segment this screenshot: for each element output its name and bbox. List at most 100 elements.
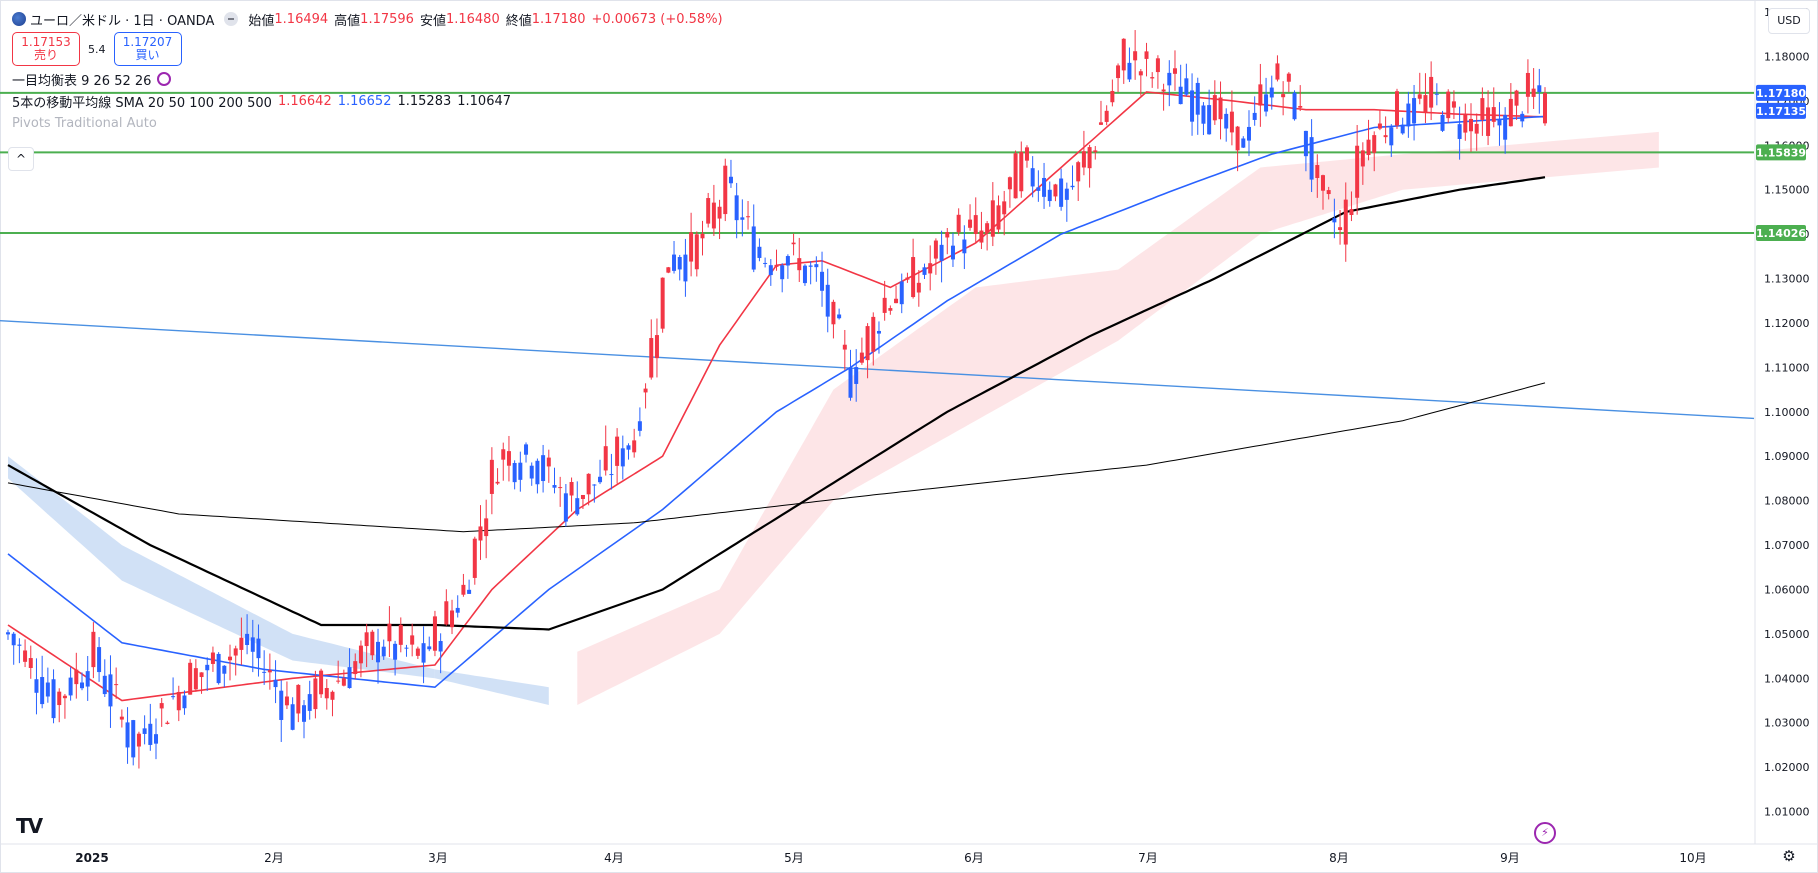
candle <box>717 199 722 240</box>
candle-body <box>1537 85 1542 92</box>
candle-body <box>814 264 819 268</box>
ichimoku-row[interactable]: 一目均衡表 9 26 52 26 <box>12 68 723 90</box>
candle <box>1480 87 1485 136</box>
candle-body <box>1024 147 1029 161</box>
candle <box>1047 181 1052 207</box>
candle-body <box>159 703 164 709</box>
ma-row[interactable]: 5本の移動平均線 SMA 20 50 100 200 500 1.16642 1… <box>12 90 723 112</box>
candle <box>694 231 699 277</box>
candle <box>501 442 506 481</box>
candle <box>1104 105 1109 126</box>
candle-body <box>1264 94 1269 112</box>
candle <box>592 484 597 503</box>
candle-body <box>1059 178 1064 207</box>
candle-body <box>1320 175 1325 191</box>
candle-body <box>6 632 10 635</box>
pivots-row[interactable]: Pivots Traditional Auto <box>12 112 723 134</box>
candle <box>1400 117 1405 135</box>
candle-body <box>1036 187 1041 191</box>
settings-gear-icon[interactable]: ⚙ <box>1782 847 1796 865</box>
lightning-icon[interactable]: ⚡ <box>1534 822 1556 844</box>
candle <box>142 715 147 745</box>
candle <box>700 220 705 256</box>
candle <box>854 349 859 402</box>
candle-body <box>142 728 147 734</box>
candle <box>1332 198 1337 239</box>
candle <box>1241 136 1246 149</box>
candle-body <box>165 722 170 724</box>
tradingview-logo[interactable]: TV <box>16 814 43 838</box>
candle-body <box>154 734 159 744</box>
candle <box>1446 89 1451 123</box>
buy-button[interactable]: 1.17207 買い <box>113 32 182 66</box>
candle-body <box>552 485 557 488</box>
candle <box>1195 77 1200 135</box>
candle <box>1252 96 1257 126</box>
candle <box>928 245 933 291</box>
collapse-legend-button[interactable]: ^ <box>8 147 34 171</box>
candle <box>780 263 785 293</box>
candle-body <box>455 607 460 613</box>
sell-button[interactable]: 1.17153 売り <box>12 32 80 66</box>
candle-body <box>358 645 363 664</box>
candle <box>916 269 921 307</box>
candle <box>273 660 278 704</box>
candle <box>1155 55 1160 89</box>
candle <box>267 653 272 690</box>
candle-body <box>421 643 426 663</box>
candle-body <box>398 624 403 645</box>
candle <box>1218 81 1223 140</box>
candle-body <box>62 695 67 699</box>
candle-body <box>791 242 796 245</box>
candle-body <box>444 601 449 625</box>
loading-icon <box>157 72 172 86</box>
candle-body <box>1076 162 1081 182</box>
candle <box>1315 154 1320 198</box>
candle-body <box>495 481 500 484</box>
candle <box>239 617 244 665</box>
currency-button[interactable]: USD <box>1768 8 1810 34</box>
candle <box>467 579 472 594</box>
x-tick-label: 8月 <box>1329 851 1349 865</box>
candle <box>256 624 261 677</box>
candle <box>1514 89 1519 120</box>
candle-body <box>740 217 745 220</box>
candle <box>381 639 386 660</box>
candle-body <box>512 462 517 483</box>
open-value: 1.16494 <box>274 11 329 27</box>
symbol-status-icon[interactable] <box>224 12 239 26</box>
candle-body <box>723 165 728 215</box>
candle <box>171 677 176 700</box>
candle-body <box>1252 112 1257 120</box>
ichimoku-cloud-2 <box>577 131 1659 705</box>
candle-body <box>1434 93 1439 95</box>
candle <box>1457 106 1462 160</box>
candle-body <box>1155 58 1160 73</box>
candle-body <box>956 214 961 233</box>
symbol-title[interactable]: ユーロ／米ドル · 1日 · OANDA <box>30 13 215 29</box>
candle <box>119 709 124 728</box>
symbol-row: ユーロ／米ドル · 1日 · OANDA 始値 1.16494 高値 1.17596… <box>12 8 723 30</box>
candle <box>131 719 136 766</box>
candle <box>1178 64 1183 105</box>
candle-body <box>865 326 870 361</box>
candle-body <box>216 653 221 684</box>
candle-body <box>706 198 711 224</box>
candle <box>1377 110 1382 131</box>
candle <box>233 645 238 676</box>
candle-body <box>683 254 688 282</box>
candle <box>1030 156 1035 198</box>
candle <box>683 238 688 297</box>
candle-body <box>905 277 910 280</box>
candle <box>654 318 659 378</box>
candle <box>17 638 22 664</box>
candle-body <box>1412 98 1417 124</box>
candle <box>222 665 227 688</box>
candle <box>535 458 540 494</box>
candle-body <box>1514 90 1519 106</box>
candle-body <box>432 616 437 651</box>
candle-body <box>535 460 540 485</box>
price-tag-label: 1.14026 <box>1756 227 1806 240</box>
candle-body <box>489 459 494 494</box>
